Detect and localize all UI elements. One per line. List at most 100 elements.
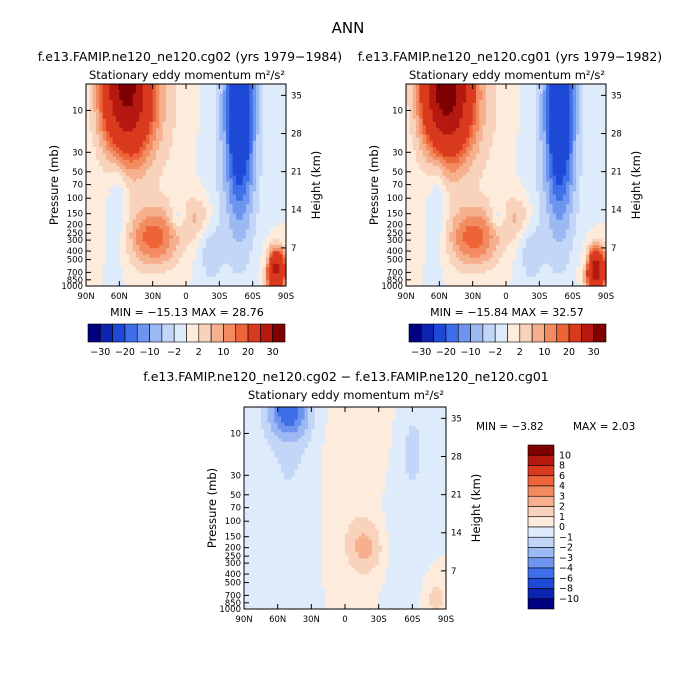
contour-cell	[269, 99, 274, 104]
contour-cell	[219, 263, 224, 268]
contour-cell	[199, 254, 204, 259]
contour-cell	[442, 93, 447, 98]
contour-cell	[579, 118, 584, 123]
contour-cell	[439, 112, 444, 117]
contour-cell	[206, 200, 210, 205]
contour-cell	[462, 90, 467, 95]
contour-cell	[129, 118, 134, 123]
contour-cell	[539, 128, 544, 132]
contour-cell	[92, 244, 97, 249]
contour-cell	[279, 162, 284, 167]
contour-cell	[229, 175, 234, 180]
contour-cell	[542, 109, 547, 114]
contour-cell	[492, 106, 497, 110]
contour-cell	[256, 137, 260, 142]
contour-cell	[106, 267, 110, 271]
contour-cell	[252, 276, 257, 281]
contour-cell	[209, 226, 214, 230]
contour-cell	[119, 197, 124, 202]
contour-cell	[212, 118, 217, 123]
contour-cell	[259, 197, 264, 202]
contour-cell	[169, 156, 174, 161]
contour-cell	[229, 181, 234, 186]
contour-cell	[209, 248, 214, 252]
contour-cell	[272, 210, 277, 215]
contour-cell	[282, 282, 287, 287]
contour-cell	[242, 134, 247, 139]
contour-cell	[592, 84, 597, 88]
contour-cell	[272, 229, 277, 233]
contour-cell	[242, 226, 247, 230]
contour-cell	[232, 185, 237, 189]
contour-cell	[149, 235, 154, 240]
contour-cell	[122, 235, 127, 240]
contour-cell	[546, 128, 550, 132]
contour-cell	[552, 121, 557, 126]
contour-cell	[282, 87, 287, 91]
contour-cell	[236, 128, 240, 132]
contour-cell	[176, 162, 180, 167]
contour-cell	[276, 112, 280, 117]
contour-cell	[416, 112, 420, 117]
contour-cell	[109, 178, 114, 183]
contour-cell	[199, 188, 204, 192]
contour-cell	[412, 87, 417, 91]
contour-cell	[139, 175, 144, 180]
contour-cell	[219, 131, 224, 136]
contour-cell	[212, 109, 217, 114]
contour-cell	[182, 188, 187, 192]
contour-cell	[499, 137, 504, 142]
contour-cell	[196, 197, 200, 202]
contour-cell	[122, 134, 127, 139]
contour-cell	[199, 267, 204, 271]
contour-cell	[589, 121, 594, 126]
contour-cell	[559, 115, 564, 120]
contour-cell	[132, 248, 137, 252]
contour-cell	[486, 128, 490, 132]
contour-cell	[199, 150, 204, 155]
contour-cell	[129, 188, 134, 192]
contour-cell	[192, 172, 197, 177]
contour-cell	[142, 156, 147, 161]
contour-cell	[459, 109, 464, 114]
contour-cell	[196, 244, 200, 249]
contour-cell	[219, 178, 224, 183]
contour-cell	[432, 90, 437, 95]
contour-cell	[116, 219, 120, 224]
contour-cell	[186, 279, 190, 284]
contour-cell	[129, 172, 134, 177]
contour-cell	[182, 87, 187, 91]
contour-cell	[216, 140, 220, 145]
contour-cell	[96, 87, 100, 91]
contour-cell	[132, 109, 137, 114]
contour-cell	[226, 238, 230, 243]
contour-cell	[476, 115, 480, 120]
contour-cell	[156, 87, 160, 91]
contour-cell	[282, 169, 287, 173]
contour-cell	[442, 115, 447, 120]
contour-cell	[192, 84, 197, 88]
contour-cell	[119, 181, 124, 186]
contour-cell	[169, 197, 174, 202]
contour-cell	[166, 257, 170, 262]
contour-cell	[126, 99, 130, 104]
contour-cell	[242, 121, 247, 126]
contour-cell	[106, 121, 110, 126]
contour-cell	[99, 150, 104, 155]
contour-cell	[126, 191, 130, 196]
contour-cell	[102, 93, 107, 98]
contour-cell	[559, 128, 564, 132]
contour-cell	[262, 84, 267, 88]
contour-cell	[456, 125, 460, 129]
contour-cell	[106, 131, 110, 136]
contour-cell	[196, 267, 200, 271]
contour-cell	[282, 143, 287, 148]
contour-cell	[99, 203, 104, 208]
contour-cell	[242, 229, 247, 233]
contour-cell	[182, 128, 187, 132]
contour-cell	[452, 87, 457, 91]
contour-cell	[146, 232, 150, 237]
contour-cell	[162, 194, 167, 199]
contour-cell	[246, 279, 250, 284]
contour-cell	[152, 257, 157, 262]
